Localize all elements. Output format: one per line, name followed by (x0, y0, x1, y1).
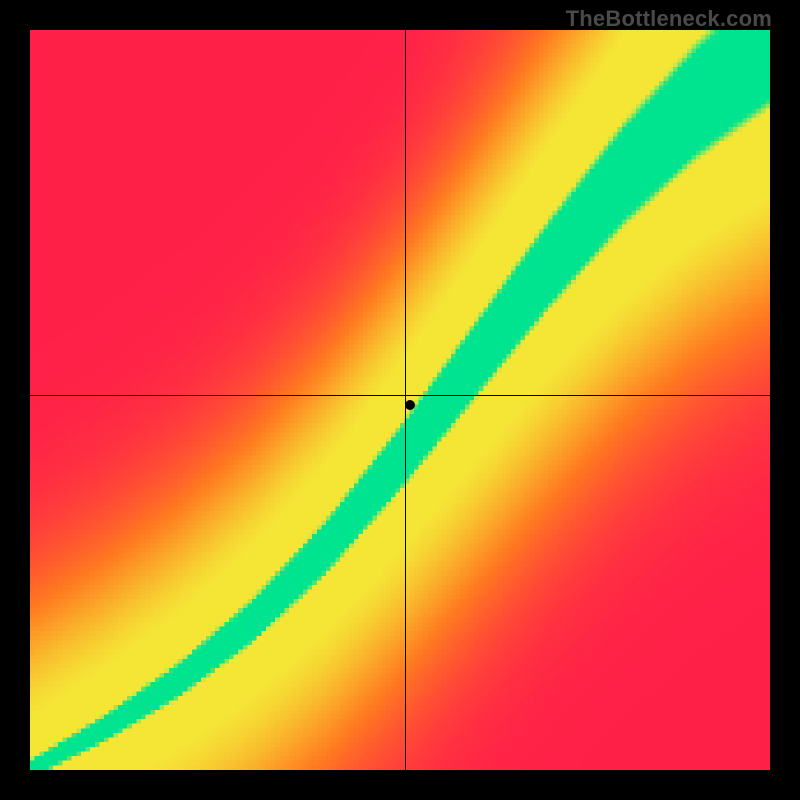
heatmap-canvas (30, 30, 770, 770)
heatmap-plot (30, 30, 770, 770)
watermark-text: TheBottleneck.com (566, 6, 772, 32)
crosshair-horizontal (30, 395, 770, 396)
outer-frame: TheBottleneck.com (0, 0, 800, 800)
marker-dot (405, 400, 415, 410)
